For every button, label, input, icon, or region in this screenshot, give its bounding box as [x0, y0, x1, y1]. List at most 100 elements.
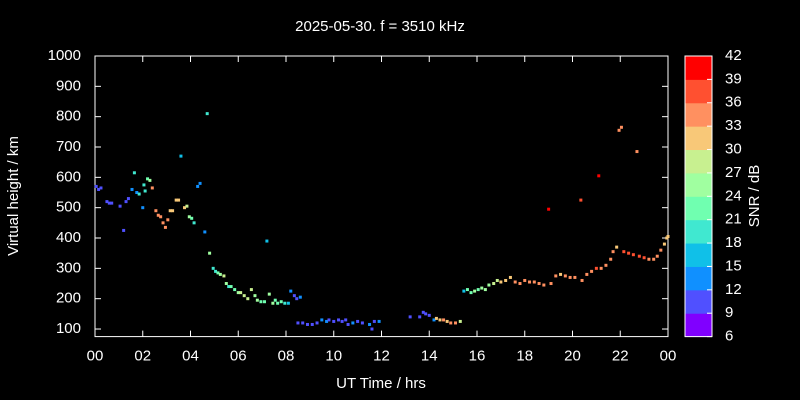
point [537, 282, 541, 286]
point [126, 197, 130, 201]
point [462, 289, 466, 293]
point [513, 280, 517, 284]
colorbar-tick-label: 24 [725, 187, 742, 204]
point [622, 250, 626, 254]
point [227, 285, 231, 289]
x-tick-label: 22 [612, 348, 629, 365]
y-tick-label: 1000 [48, 47, 81, 64]
x-tick-label: 14 [421, 348, 438, 365]
y-tick-label: 100 [56, 320, 81, 337]
point [211, 266, 215, 270]
point [242, 294, 246, 298]
y-tick-label: 500 [56, 199, 81, 216]
point [666, 234, 670, 238]
y-tick-label: 300 [56, 259, 81, 276]
point [465, 288, 469, 292]
point [532, 280, 536, 284]
point [132, 171, 136, 175]
point [487, 283, 491, 287]
plot-frame [94, 55, 669, 338]
point [346, 322, 350, 326]
point [495, 278, 499, 282]
point [183, 206, 187, 210]
point [265, 239, 269, 243]
point [255, 298, 259, 302]
x-tick-label: 16 [469, 348, 486, 365]
point [94, 184, 98, 188]
point [438, 318, 442, 322]
point [146, 177, 150, 181]
colorbar-tick-label: 36 [725, 94, 742, 111]
point [216, 271, 220, 275]
colorbar-band [685, 219, 712, 244]
point [427, 313, 431, 317]
colorbar-tick-label: 12 [725, 281, 742, 298]
point [372, 319, 376, 323]
point [449, 321, 453, 325]
colorbar-band [685, 102, 712, 127]
colorbar-tick-label: 21 [725, 211, 742, 228]
point [356, 319, 360, 323]
point [469, 291, 473, 295]
y-tick-label: 800 [56, 108, 81, 125]
y-tick-label: 400 [56, 229, 81, 246]
colorbar-tick-label: 27 [725, 164, 742, 181]
x-tick-label: 02 [134, 348, 151, 365]
point [585, 272, 589, 276]
x-tick-label: 08 [278, 348, 295, 365]
point [568, 275, 572, 279]
colorbar-band [685, 266, 712, 291]
colorbar-band [685, 56, 712, 80]
point [229, 285, 233, 289]
colorbar-band [685, 172, 712, 197]
point [327, 318, 331, 322]
x-tick-label: 20 [564, 348, 581, 365]
y-axis-label: Virtual height / km [5, 136, 22, 256]
point [480, 286, 484, 290]
point [150, 186, 154, 190]
point [547, 207, 551, 211]
x-tick-label: 18 [516, 348, 533, 365]
point [163, 225, 167, 229]
x-tick-label: 04 [182, 348, 199, 365]
point [99, 186, 103, 190]
point [421, 310, 425, 314]
colorbar-tick-label: 15 [725, 257, 742, 274]
point [148, 178, 152, 182]
point [580, 278, 584, 282]
point [166, 218, 170, 222]
point [325, 319, 329, 323]
colorbar-tick-label: 30 [725, 141, 742, 158]
point [445, 319, 449, 323]
point [177, 198, 181, 202]
point [631, 253, 635, 257]
colorbar-band [685, 289, 712, 314]
x-tick-label: 06 [230, 348, 247, 365]
point [370, 327, 374, 331]
point [344, 318, 348, 322]
point [124, 200, 128, 204]
point [161, 221, 165, 225]
point [599, 266, 603, 270]
x-tick-label: 10 [325, 348, 342, 365]
point [590, 269, 594, 273]
point [652, 257, 656, 261]
colorbar-tick-label: 42 [725, 47, 742, 64]
chart-title: 2025-05-30. f = 3510 kHz [295, 18, 465, 35]
point [442, 318, 446, 322]
point [187, 215, 191, 219]
point [233, 288, 237, 292]
point [179, 154, 183, 158]
colorbar-label: SNR / dB [746, 165, 763, 228]
point [504, 278, 508, 282]
colorbar-band [685, 79, 712, 104]
point [340, 319, 344, 323]
point [239, 291, 243, 295]
point [236, 291, 240, 295]
y-tick-label: 900 [56, 77, 81, 94]
point [637, 254, 641, 258]
y-tick-label: 600 [56, 168, 81, 185]
colorbar-band [685, 243, 712, 267]
point [214, 269, 218, 273]
point [137, 192, 141, 196]
